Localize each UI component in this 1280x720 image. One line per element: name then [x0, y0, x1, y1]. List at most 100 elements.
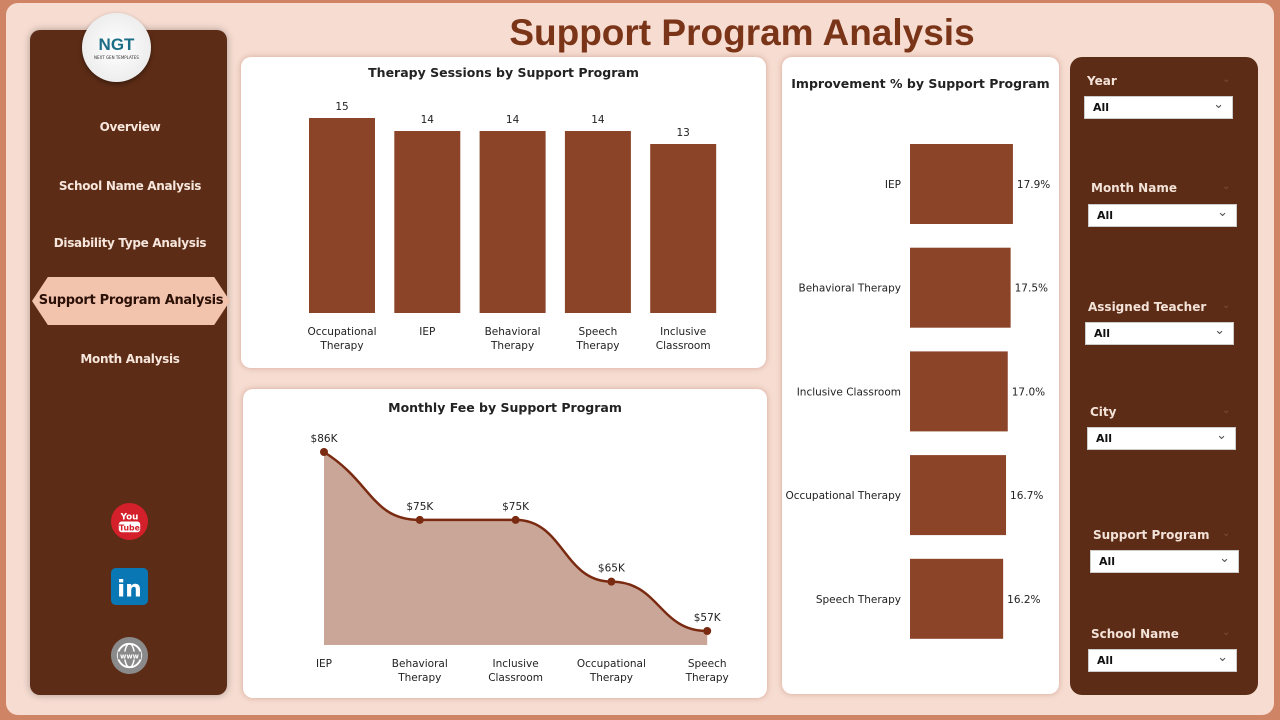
data-point [511, 515, 520, 524]
collapse-chevron-icon[interactable]: ⌄ [1222, 181, 1231, 192]
dropdown-value: All [1093, 101, 1110, 114]
x-tick-label: Inclusive Classroom [488, 658, 543, 684]
data-point [320, 448, 328, 456]
nav-overview[interactable]: Overview [99, 120, 161, 134]
collapse-chevron-icon[interactable]: ⌄ [1222, 627, 1231, 638]
filter-label: Month Name [1091, 181, 1177, 195]
y-tick-label: Inclusive Classroom [797, 386, 901, 398]
data-label: 16.2% [1007, 594, 1040, 606]
x-tick-label: Inclusive Classroom [656, 326, 711, 352]
therapy-sessions-chart: 15 Occupational Therapy 14 IEP 14 Behavioral Th… [307, 101, 717, 352]
svg-text:Tube: Tube [119, 523, 140, 532]
dropdown-value: All [1096, 432, 1113, 445]
chart-title: Monthly Fee by Support Program [388, 400, 622, 415]
data-label: $86K [311, 433, 339, 445]
x-tick-label: Speech Therapy [685, 658, 729, 684]
filter-label: Assigned Teacher [1088, 300, 1207, 314]
filter-panel [1070, 57, 1258, 695]
data-label: 17.9% [1017, 179, 1050, 191]
logo: NGT NEXT GEN TEMPLATES [82, 13, 151, 82]
data-label: 17.0% [1012, 386, 1045, 398]
svg-text:in: in [117, 574, 142, 602]
chevron-down-icon: ⌄ [1219, 551, 1230, 566]
chevron-down-icon: ⌄ [1213, 97, 1224, 112]
nav-month-analysis[interactable]: Month Analysis [80, 352, 180, 366]
bar [564, 131, 631, 313]
dropdown-value: All [1099, 555, 1116, 568]
filter-dropdown[interactable]: All ⌄ [1088, 204, 1237, 227]
chevron-down-icon: ⌄ [1217, 650, 1228, 665]
filter-dropdown[interactable]: All ⌄ [1085, 322, 1234, 345]
nav-support-program-analysis[interactable]: Support Program Analysis [32, 277, 230, 325]
chevron-down-icon: ⌄ [1217, 205, 1228, 220]
bar [910, 144, 1013, 224]
data-label: 13 [677, 127, 690, 139]
x-tick-label: IEP [316, 658, 332, 670]
x-tick-label: Behavioral Therapy [392, 658, 448, 684]
data-label: $57K [694, 612, 722, 624]
data-point [703, 627, 712, 635]
bar [650, 144, 717, 313]
collapse-chevron-icon[interactable]: ⌄ [1222, 528, 1231, 539]
svg-text:You: You [120, 513, 139, 523]
globe-icon[interactable]: www [110, 636, 149, 675]
data-label: $65K [598, 563, 626, 575]
filter-dropdown[interactable]: All ⌄ [1090, 550, 1239, 573]
filter-dropdown[interactable]: All ⌄ [1087, 427, 1236, 450]
bar [910, 558, 1004, 639]
filter-label: City [1090, 405, 1117, 419]
filter-label: School Name [1091, 627, 1179, 641]
bar [394, 131, 461, 313]
data-point [607, 577, 616, 586]
page-title: Support Program Analysis [509, 12, 975, 53]
data-label: 17.5% [1015, 283, 1048, 295]
y-tick-label: Behavioral Therapy [799, 283, 901, 295]
filter-dropdown[interactable]: All ⌄ [1088, 649, 1237, 672]
data-point [415, 515, 424, 524]
data-label: 15 [335, 101, 348, 113]
collapse-chevron-icon[interactable]: ⌄ [1222, 74, 1231, 85]
monthly-fee-card: Monthly Fee by Support Program $86K IEP $7… [243, 389, 767, 698]
bar [479, 131, 546, 313]
improvement-chart: IEP 17.9% Behavioral Therapy 17.5% Inclusive… [785, 144, 1050, 639]
dropdown-value: All [1094, 327, 1111, 340]
svg-text:www: www [120, 652, 140, 660]
nav-disability-type-analysis[interactable]: Disability Type Analysis [53, 236, 207, 250]
bar [309, 118, 375, 313]
nav-school-name-analysis[interactable]: School Name Analysis [58, 179, 202, 193]
data-label: 14 [506, 114, 520, 126]
data-label: 14 [421, 114, 435, 126]
dropdown-value: All [1097, 209, 1114, 222]
bar [910, 247, 1011, 328]
x-tick-label: Occupational Therapy [577, 658, 646, 684]
y-tick-label: Occupational Therapy [785, 490, 901, 502]
filter-dropdown[interactable]: All ⌄ [1084, 96, 1233, 119]
chart-title: Improvement % by Support Program [791, 76, 1050, 91]
chevron-down-icon: ⌄ [1216, 428, 1227, 443]
filter-label: Year [1087, 74, 1117, 88]
improvement-card: Improvement % by Support Program IEP 17.9… [782, 57, 1059, 694]
area-fill [324, 452, 708, 645]
series-line [323, 450, 708, 633]
bar [910, 455, 1007, 536]
collapse-chevron-icon[interactable]: ⌄ [1222, 405, 1231, 416]
dropdown-value: All [1097, 654, 1114, 667]
x-tick-label: IEP [419, 326, 435, 338]
x-tick-label: Speech Therapy [575, 326, 619, 352]
chart-title: Therapy Sessions by Support Program [368, 65, 639, 80]
data-label: 16.7% [1010, 490, 1043, 502]
data-label: $75K [502, 501, 530, 513]
filter-label: Support Program [1093, 528, 1210, 542]
linkedin-icon[interactable]: in [110, 567, 149, 606]
collapse-chevron-icon[interactable]: ⌄ [1222, 300, 1231, 311]
x-tick-label: Behavioral Therapy [485, 326, 541, 352]
data-label: $75K [406, 501, 434, 513]
data-label: 14 [591, 114, 605, 126]
x-tick-label: Occupational Therapy [307, 326, 376, 352]
y-tick-label: IEP [885, 179, 901, 191]
monthly-fee-chart: $86K IEP $75K Behavioral Therapy $75K Inclusiv… [311, 433, 729, 684]
bar [910, 351, 1008, 432]
therapy-sessions-card: Therapy Sessions by Support Program 15 Oc… [241, 57, 766, 368]
y-tick-label: Speech Therapy [816, 594, 901, 606]
